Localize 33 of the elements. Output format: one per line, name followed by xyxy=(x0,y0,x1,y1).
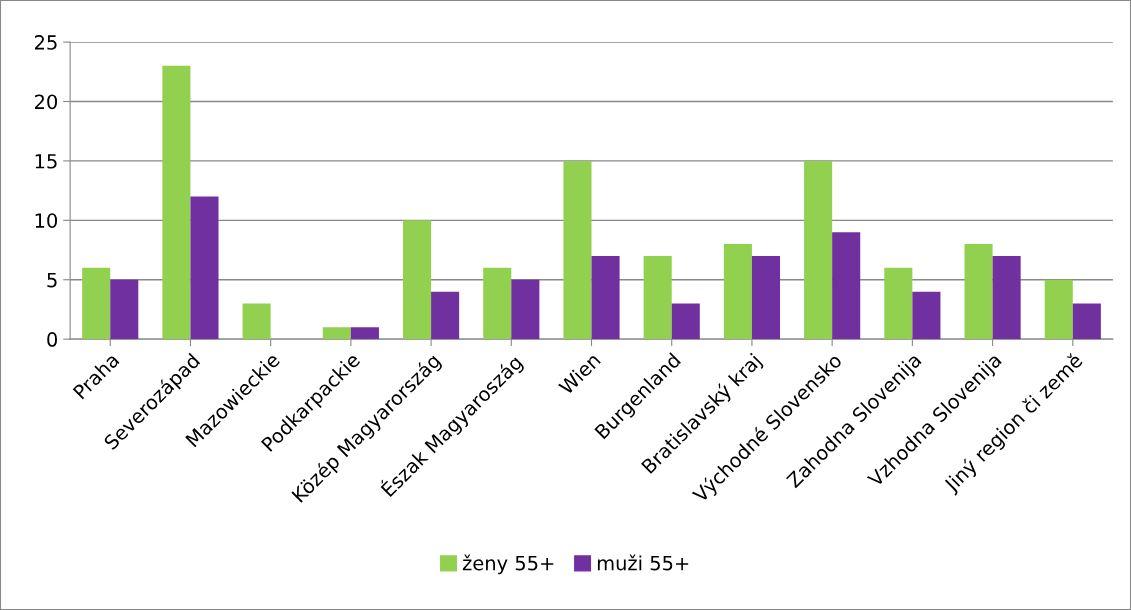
legend-label: muži 55+ xyxy=(597,554,689,571)
y-tick-label: 20 xyxy=(35,94,58,110)
bar xyxy=(431,291,460,340)
bar xyxy=(671,303,700,340)
bar xyxy=(1072,303,1101,340)
y-tick-label: 5 xyxy=(47,272,57,288)
y-tick-label: 10 xyxy=(35,213,58,228)
bar xyxy=(723,244,752,340)
bar xyxy=(643,255,672,340)
bar xyxy=(242,303,271,340)
bar xyxy=(832,232,861,340)
bar xyxy=(162,65,191,340)
bar xyxy=(190,196,219,340)
bar xyxy=(591,255,620,340)
bar xyxy=(751,255,781,340)
bar xyxy=(110,279,139,340)
bar xyxy=(511,279,540,340)
y-tick-label: 25 xyxy=(35,35,57,50)
bar xyxy=(964,244,993,340)
bar xyxy=(992,255,1021,340)
y-tick-label: 0 xyxy=(47,332,58,347)
bar xyxy=(403,220,432,340)
bar xyxy=(322,327,351,340)
bar xyxy=(884,267,913,340)
bar xyxy=(483,267,512,340)
bar xyxy=(1044,279,1073,340)
bar xyxy=(350,327,379,340)
bar xyxy=(82,267,111,340)
bar xyxy=(804,160,833,340)
legend-label: ženy 55+ xyxy=(462,554,554,575)
y-tick-label: 15 xyxy=(35,154,57,169)
bar xyxy=(912,291,941,340)
bar xyxy=(563,160,592,340)
